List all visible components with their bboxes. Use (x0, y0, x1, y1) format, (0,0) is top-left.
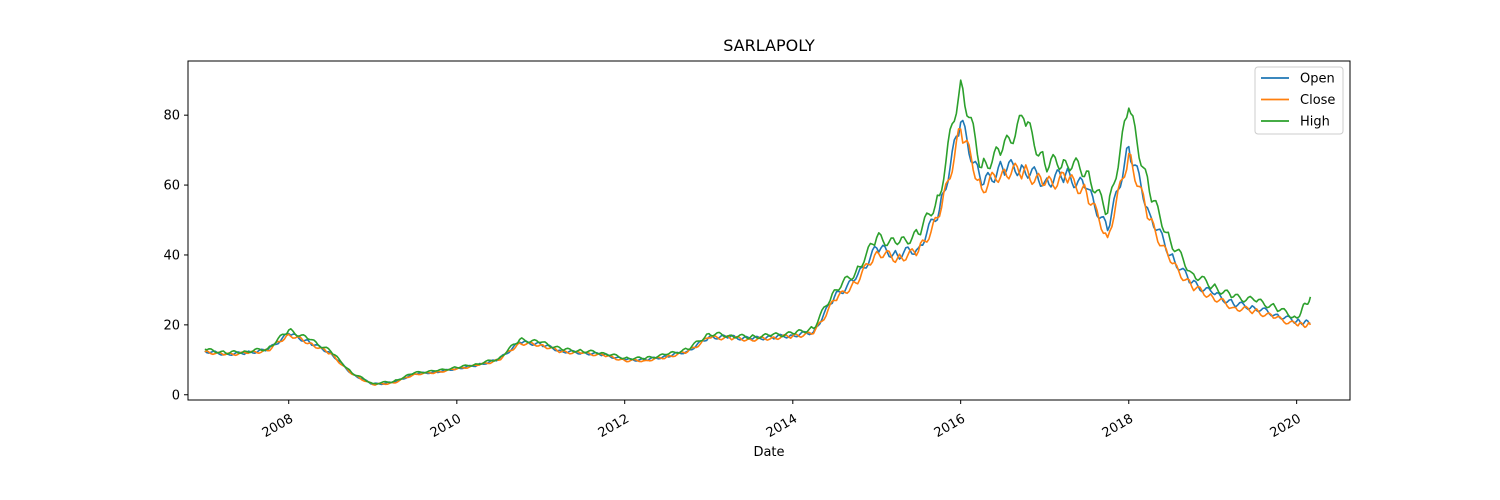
y-tick-label: 60 (163, 179, 180, 194)
plot-frame (187, 60, 1351, 401)
legend: Open Close High (1254, 66, 1344, 135)
x-axis-label: Date (753, 445, 784, 460)
legend-box (1254, 66, 1344, 135)
y-tick-label: 0 (172, 388, 180, 403)
y-tick-label: 80 (163, 109, 180, 124)
y-axis: 0 20 40 60 80 (163, 109, 188, 403)
legend-label-open: Open (1300, 72, 1335, 87)
y-tick-label: 20 (163, 318, 180, 333)
legend-label-close: Close (1300, 93, 1335, 108)
legend-label-high: High (1300, 115, 1330, 130)
chart-title: SARLAPOLY (723, 36, 815, 55)
plot-lines (204, 79, 1312, 386)
series-line-high (204, 79, 1312, 385)
y-tick-label: 40 (163, 248, 180, 263)
